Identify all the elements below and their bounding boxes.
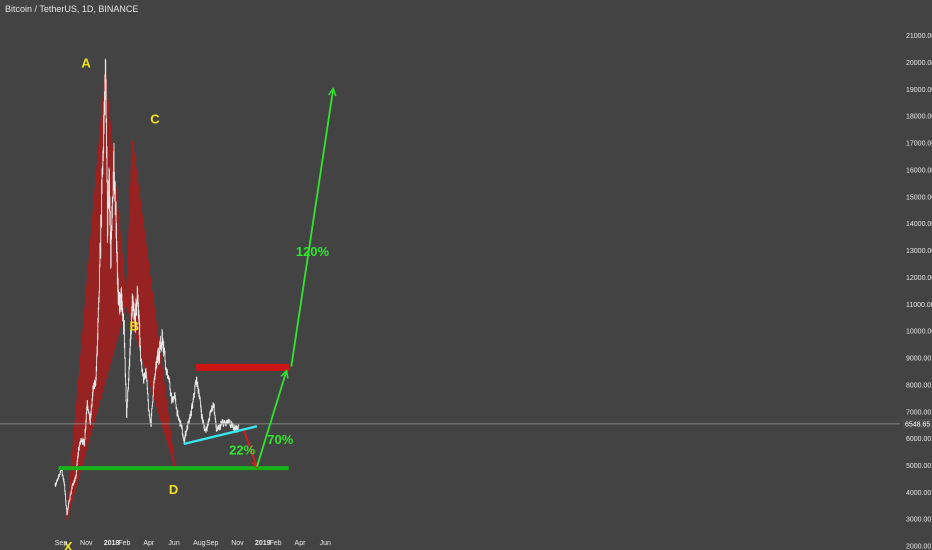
point-label-c: C: [150, 111, 160, 126]
y-tick-label: 13000.00: [906, 248, 932, 255]
x-tick-label: Jun: [320, 540, 331, 547]
x-tick-label: 2019: [255, 540, 271, 547]
chart-title: Bitcoin / TetherUS, 1D, BINANCE: [5, 4, 139, 14]
y-tick-label: 14000.00: [906, 221, 932, 228]
x-tick-label: Nov: [231, 540, 244, 547]
y-tick-label: 3000.00: [906, 517, 931, 524]
percentage-label-120: 120%: [296, 244, 330, 259]
y-tick-label: 11000.00: [906, 302, 932, 309]
x-tick-label: Feb: [270, 540, 282, 547]
x-axis: Sep Nov 2018 Feb Apr Jun Aug Sep Nov 2019 Feb Apr Ju…: [55, 540, 331, 547]
y-tick-label: 18000.00: [906, 114, 932, 121]
x-tick-label: Apr: [143, 540, 155, 547]
y-tick-label: 17000.00: [906, 141, 932, 148]
x-tick-label: Apr: [295, 540, 307, 547]
y-tick-label: 10000.00: [906, 329, 932, 336]
y-axis: 2000.00 3000.00 4000.00 5000.00 6000.00 7000.…: [902, 33, 932, 550]
candles-layer: [54, 58, 240, 516]
pattern-xab-triangle: [66, 70, 127, 520]
harmonic-pattern-layer: [66, 70, 176, 520]
x-tick-label: Jun: [168, 540, 179, 547]
pattern-bcd-triangle: [125, 140, 176, 467]
y-tick-label: 20000.00: [906, 60, 932, 67]
red-projection-arrow: [243, 430, 257, 467]
point-label-a: A: [81, 56, 91, 71]
green-projection-arrow-120: [290, 89, 333, 367]
x-tick-label: Feb: [118, 540, 130, 547]
y-tick-label: 6000.00: [906, 436, 931, 443]
point-label-b: B: [129, 318, 138, 333]
percentage-label-70: 70%: [267, 432, 293, 447]
x-tick-label: Sep: [206, 540, 219, 547]
point-label-d: D: [169, 482, 178, 497]
current-price-tag: [902, 418, 932, 429]
y-tick-label: 16000.00: [906, 167, 932, 174]
x-tick-label: Nov: [80, 540, 93, 547]
labels-layer: X A B C D 22% 70% 120%: [64, 56, 330, 550]
y-tick-label: 9000.00: [906, 356, 931, 363]
x-tick-label: 2018: [104, 540, 120, 547]
y-tick-label: 4000.00: [906, 490, 931, 497]
y-tick-label: 8000.00: [906, 382, 931, 389]
trendline: [183, 425, 258, 446]
levels-layer: [0, 363, 900, 471]
y-tick-label: 12000.00: [906, 275, 932, 282]
y-tick-label: 7000.00: [906, 409, 931, 416]
green-projection-arrow-70: [256, 371, 286, 468]
y-tick-label: 15000.00: [906, 194, 932, 201]
current-price-label: 6548.65: [905, 421, 930, 428]
y-tick-label: 19000.00: [906, 87, 932, 94]
x-tick-label: Aug: [193, 540, 206, 547]
y-tick-label: 5000.00: [906, 463, 931, 470]
arrows-layer: [243, 89, 333, 468]
y-tick-label: 2000.00: [906, 544, 931, 550]
y-tick-label: 21000.00: [906, 33, 932, 40]
percentage-label-22: 22%: [229, 443, 255, 458]
x-tick-label: Sep: [55, 540, 68, 547]
point-label-x: X: [64, 539, 73, 550]
